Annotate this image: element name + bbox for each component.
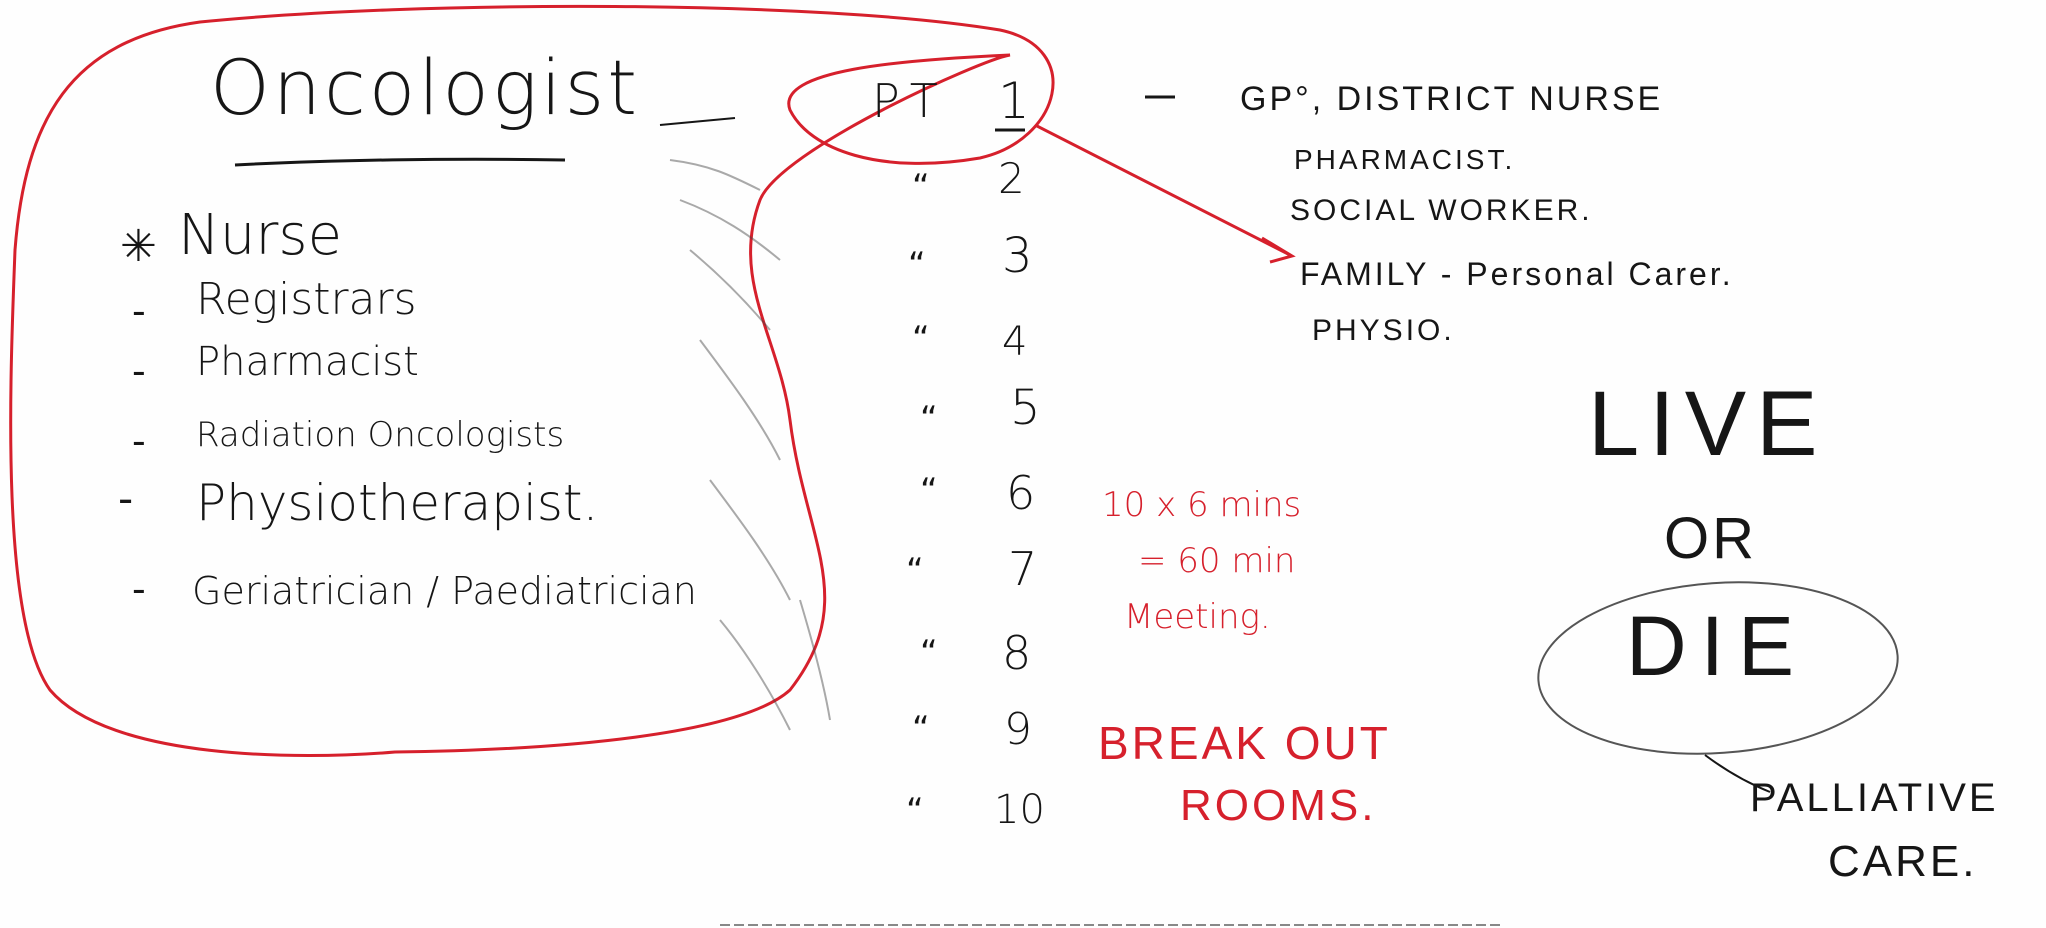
list-bullet: - [118, 474, 134, 523]
meeting-note-line: Meeting. [1124, 597, 1271, 637]
palliative-connector [1704, 754, 1771, 793]
ditto-mark: “ [912, 319, 930, 359]
title-underline [234, 157, 566, 167]
pt-number: 8 [1002, 626, 1032, 680]
connector-dash [659, 117, 736, 126]
left-title: Oncologist [210, 43, 641, 132]
pt-number: 2 [998, 154, 1025, 203]
list-bullet: - [132, 289, 146, 333]
red-arrow [1034, 123, 1291, 257]
outcome-die: DIE [1626, 599, 1809, 693]
list-item: Registrars [196, 274, 417, 325]
outcome-or: OR [1664, 506, 1757, 571]
ditto-mark: “ [920, 399, 938, 439]
care-team-item: GP°, DISTRICT NURSE [1240, 80, 1664, 118]
list-item: Geriatrician / Paediatrician [192, 569, 697, 613]
breakout-line: ROOMS. [1180, 781, 1377, 830]
meeting-note-line: = 60 min [1138, 541, 1296, 581]
list-item: Physiotherapist. [196, 474, 599, 532]
ditto-mark: “ [906, 791, 924, 831]
ditto-mark: “ [908, 245, 926, 285]
pt-number: 10 [994, 787, 1045, 833]
die-ellipse [1537, 581, 1899, 755]
care-team-item: SOCIAL WORKER. [1290, 194, 1593, 227]
list-bullet: - [132, 419, 146, 463]
ditto-mark: “ [920, 471, 938, 511]
pt-number: 5 [1010, 380, 1041, 436]
list-bullet: - [132, 349, 146, 393]
care-team-item: PHYSIO. [1312, 314, 1455, 347]
outcome-live: LIVE [1588, 373, 1828, 475]
hatch-strokes [669, 159, 831, 731]
list-item: Nurse [178, 203, 343, 268]
pt-number: 4 [1002, 319, 1028, 365]
list-item: Pharmacist [196, 339, 419, 385]
list-bullet: ✳ [120, 221, 157, 272]
pt-label: PT [872, 74, 948, 128]
care-team-item: PHARMACIST. [1294, 144, 1516, 175]
ditto-mark: “ [920, 633, 938, 673]
meeting-note-line: 10 x 6 mins [1102, 485, 1302, 525]
list-item: Radiation Oncologists [196, 415, 565, 455]
care-team-item: FAMILY - Personal Carer. [1300, 256, 1734, 292]
ditto-mark: “ [912, 709, 930, 749]
pt-number: 6 [1006, 466, 1036, 520]
breakout-line: BREAK OUT [1098, 717, 1391, 769]
red-loop-outline [9, 4, 1055, 758]
pt-number: 3 [1002, 228, 1033, 284]
pt-number: 7 [1008, 542, 1038, 596]
red-arrow-head [1261, 236, 1296, 264]
palliative-line: CARE. [1828, 837, 1978, 886]
pt-number: 9 [1004, 704, 1032, 755]
list-bullet: - [132, 567, 146, 611]
ditto-mark: “ [912, 167, 930, 207]
pt-number: 1 [998, 72, 1030, 130]
ditto-mark: “ [906, 551, 924, 591]
palliative-line: PALLIATIVE [1750, 776, 1999, 820]
